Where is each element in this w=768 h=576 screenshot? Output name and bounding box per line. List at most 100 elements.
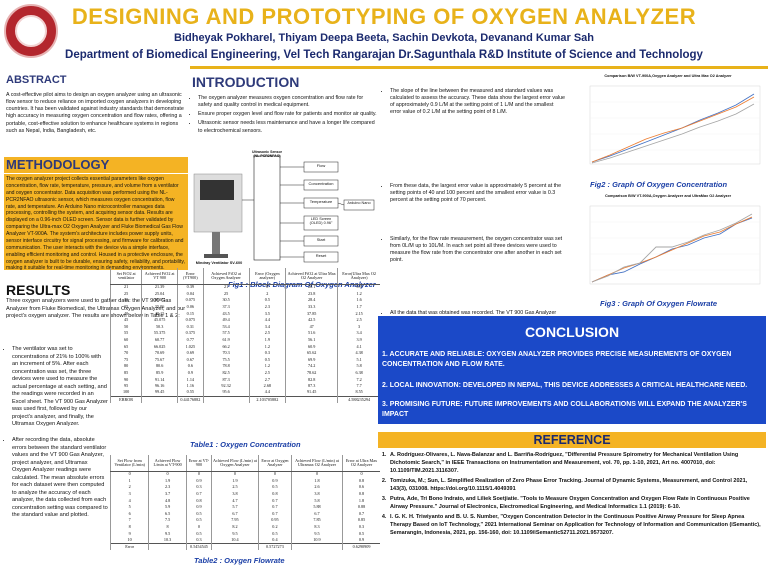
table-cell: 75.67 — [141, 356, 178, 364]
table-cell: 70.69 — [141, 349, 178, 357]
table-header: Achieved Flow (L/min) at Ultramax O2 Ana… — [290, 455, 343, 472]
reference-heading: REFERENCE — [533, 433, 611, 447]
results-list-1: The ventilator was set to concentrations… — [6, 346, 108, 431]
table-cell: 20.1 — [285, 284, 338, 291]
table-cell: 10 — [109, 536, 149, 544]
table-cell: 8.3 — [290, 523, 343, 531]
table-cell: 0.5 — [248, 297, 286, 304]
table-cell: 33.3 — [285, 303, 338, 311]
table-cell: 78.8 — [202, 363, 250, 370]
table-row: 1 1.9 0.9 1.9 0.9 1.8 0.8 — [109, 477, 380, 485]
table-cell: 0.7 — [257, 510, 292, 518]
table-cell: 80.6 — [141, 363, 178, 370]
table-row: 55 55.375 0.375 57.5 2.5 51.6 3.4 — [109, 330, 380, 337]
fig2-caption: Fig2 : Graph Of Oxygen Concentration — [590, 180, 728, 189]
table-cell: 7.85 — [290, 517, 343, 524]
flow-block: Flow — [316, 163, 326, 168]
oxygen-flowrate-table: Set Flow from Ventilator (L/min) Achieved… — [109, 455, 380, 551]
table-cell: 70 — [109, 349, 142, 357]
table-cell: 5 — [109, 503, 149, 511]
table-cell: 3.4 — [337, 330, 380, 337]
table-header: Achieved FiO2 at VT 900 — [141, 268, 178, 285]
table-row: 6 6.5 0.5 6.7 0.7 6.7 0.7 — [109, 510, 380, 518]
results-item: The ventilator was set to concentrations… — [12, 346, 108, 429]
table-cell: 0.6290909 — [342, 543, 380, 551]
table-cell: 0.15 — [176, 310, 204, 317]
results-notes-1: The slope of the line between the measur… — [384, 88, 566, 119]
table-cell: 2.3 — [148, 484, 187, 491]
table-cell: 65.62 — [285, 349, 338, 357]
fig3-title: Comparison B/W VT-900A,Oxygen Analyzer a… — [604, 194, 732, 198]
table-cell: 23.8 — [285, 290, 338, 298]
table-cell: 49.4 — [202, 316, 250, 324]
table-row: 75 75.67 0.67 75.5 0.5 69.9 5.1 — [109, 356, 380, 364]
table-cell: 5.1 — [337, 356, 380, 364]
table-cell: 7.5 — [148, 517, 187, 524]
table-cell: 6 — [109, 510, 149, 518]
table-cell: 0.5 — [342, 530, 380, 537]
results-note: From these data, the largest error value… — [390, 183, 566, 204]
table-cell: 0.31 — [176, 323, 204, 331]
results-note: Similarly, for the flow rate measurement… — [390, 236, 566, 265]
table-cell: 4.8 — [148, 497, 187, 504]
table-cell: 8.2 — [210, 523, 259, 531]
table-cell: 82.8 — [285, 376, 338, 383]
table-cell: 0 — [342, 471, 380, 478]
table-cell: 45 — [109, 316, 142, 324]
table-cell: 80 — [109, 363, 142, 370]
table-cell: 4.4 — [248, 389, 286, 397]
temperature-block: Temperature — [309, 199, 333, 204]
table-cell: 51.6 — [285, 330, 338, 337]
table-cell: 0.5727273 — [257, 543, 292, 551]
table-cell: 0.5 — [248, 356, 286, 364]
table-row: 45 45.075 0.075 49.4 4.4 42.5 2.5 — [109, 316, 380, 324]
results-notes-3: Similarly, for the flow rate measurement… — [384, 236, 566, 267]
table-cell: 4.588235294 — [337, 395, 380, 403]
table-cell: 1 — [109, 477, 149, 485]
table-cell: 4.7 — [210, 497, 259, 504]
table-cell: 0.6 — [176, 363, 204, 370]
reference-item: Tomizuka, M.; Sun, L. Simplified Realiza… — [388, 478, 764, 494]
table-cell: 50 — [109, 323, 142, 331]
table-cell: 1.9 — [248, 336, 286, 344]
table-cell: 2 — [248, 290, 286, 298]
table-cell: 2.3 — [248, 303, 286, 311]
table-cell: 0.5 — [257, 484, 292, 491]
table-cell: 0.88 — [342, 503, 380, 511]
table-cell: 0.3 — [185, 484, 212, 491]
table-cell: 2.103705882 — [248, 395, 286, 403]
table-cell: 69.9 — [285, 356, 338, 364]
table-cell: 37.3 — [202, 303, 250, 311]
table-cell — [141, 395, 178, 403]
table-cell: 0.8 — [257, 490, 292, 498]
table-cell: 1.16 — [176, 382, 204, 390]
table-cell: 2.5 — [210, 484, 259, 491]
table-cell: 0.8 — [185, 497, 212, 504]
table-cell: 87.3 — [202, 376, 250, 383]
error-row: Error 0.5454545 0.5727273 0.6290909 — [109, 543, 380, 551]
table-cell: 6.7 — [290, 510, 343, 518]
table-cell: 0.95 — [257, 517, 292, 524]
table-row: 9 9.5 0.5 9.5 0.5 9.5 0.5 — [109, 530, 380, 537]
department: Department of Biomedical Engineering, Ve… — [65, 49, 703, 61]
table-cell: 7.7 — [337, 382, 380, 390]
table-cell: 30.5 — [202, 297, 250, 304]
table-row: 10 10.3 0.3 10.4 0.4 10.9 0.9 — [109, 536, 380, 544]
table-cell: 100 — [109, 389, 142, 397]
sensor-label: Ultrasonic Sensor (NL-PCR2NFAO) — [252, 150, 282, 158]
abstract-heading: ABSTRACT — [6, 74, 67, 86]
table-row: 21 21.39 0.39 21 0 20.1 0.9 — [109, 284, 380, 291]
oled-block: LED Screen (OLED) 0.96" — [309, 217, 333, 225]
table-row: 4 4.8 0.8 4.7 0.7 5.8 1.8 — [109, 497, 380, 504]
results-notes-2: From these data, the largest error value… — [384, 183, 566, 206]
table-row: 95 96.16 1.16 92.32 2.68 87.3 7.7 — [109, 382, 380, 390]
table-cell — [285, 395, 338, 403]
concentration-block: Concentration — [308, 181, 334, 186]
conclusion-item: 1. ACCURATE AND RELIABLE: OXYGEN ANALYZE… — [382, 351, 732, 368]
table-cell: 2.15 — [337, 310, 380, 317]
table-cell: 6.38 — [337, 369, 380, 377]
introduction-list: The oxygen analyzer measures oxygen conc… — [192, 95, 378, 137]
table-cell: 0.9 — [185, 503, 212, 511]
table-cell: 96.16 — [141, 382, 178, 390]
table-cell: 0.06 — [176, 303, 204, 311]
